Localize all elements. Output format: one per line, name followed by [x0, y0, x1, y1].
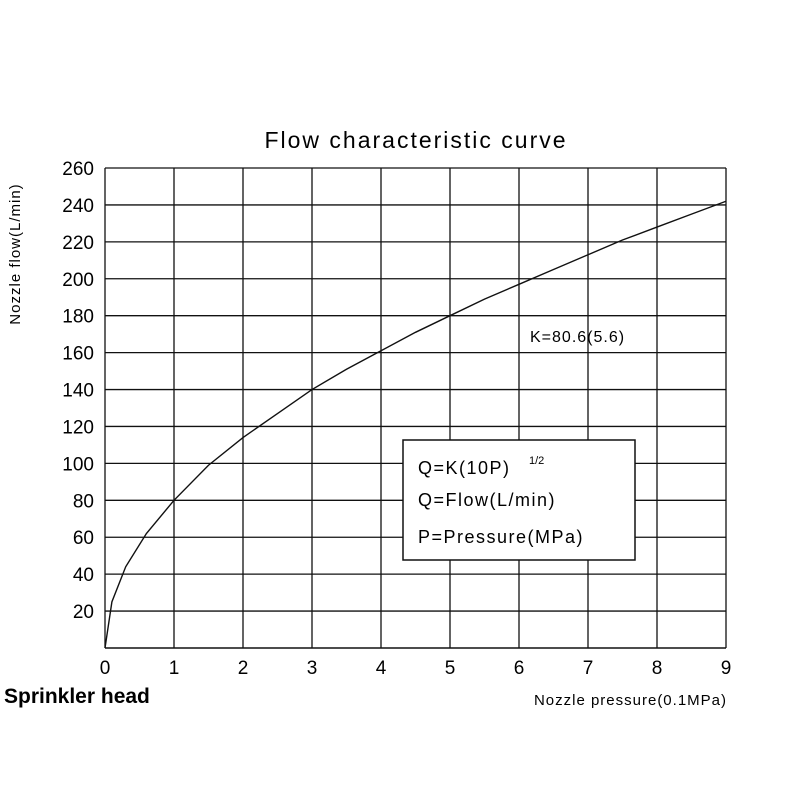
- y-tick-label: 180: [62, 307, 94, 328]
- x-tick-label: 9: [721, 658, 732, 679]
- x-axis-label: Nozzle pressure(0.1MPa): [534, 692, 727, 709]
- x-tick-label: 1: [169, 658, 180, 679]
- k-factor-label: K=80.6(5.6): [530, 329, 625, 346]
- chart-title: Flow characteristic curve: [264, 127, 567, 153]
- flow-curve-line: [104, 200, 727, 649]
- y-tick-label: 140: [62, 381, 94, 402]
- y-tick-label: 20: [73, 602, 94, 623]
- x-tick-label: 8: [652, 658, 663, 679]
- x-tick-label: 4: [376, 658, 387, 679]
- y-tick-label: 220: [62, 233, 94, 254]
- y-axis-label: Nozzle flow(L/min): [7, 183, 24, 324]
- formula-exponent: 1/2: [529, 455, 544, 467]
- x-tick-label: 7: [583, 658, 594, 679]
- formula-box: [402, 439, 636, 561]
- y-tick-label: 60: [73, 528, 94, 549]
- sprinkler-head-caption: Sprinkler head: [4, 685, 150, 708]
- formula-p-definition: P=Pressure(MPa): [418, 527, 584, 547]
- formula-q-equals: Q=K(10P): [418, 458, 511, 478]
- x-tick-label: 3: [307, 658, 318, 679]
- y-tick-label: 200: [62, 270, 94, 291]
- y-tick-label: 260: [62, 159, 94, 180]
- x-tick-label: 2: [238, 658, 249, 679]
- y-tick-labels: 20 40 60 80 100 120 140 160 180 200 220 240 260: [62, 159, 94, 623]
- formula-q-definition: Q=Flow(L/min): [418, 490, 556, 510]
- y-tick-label: 40: [73, 565, 94, 586]
- y-tick-label: 120: [62, 417, 94, 438]
- y-tick-label: 80: [73, 491, 94, 512]
- x-tick-labels: 0 1 2 3 4 5 6 7 8 9: [100, 658, 732, 679]
- x-tick-label: 5: [445, 658, 456, 679]
- y-tick-label: 160: [62, 344, 94, 365]
- x-tick-label: 6: [514, 658, 525, 679]
- x-tick-label: 0: [100, 658, 111, 679]
- y-tick-label: 240: [62, 196, 94, 217]
- y-tick-label: 100: [62, 454, 94, 475]
